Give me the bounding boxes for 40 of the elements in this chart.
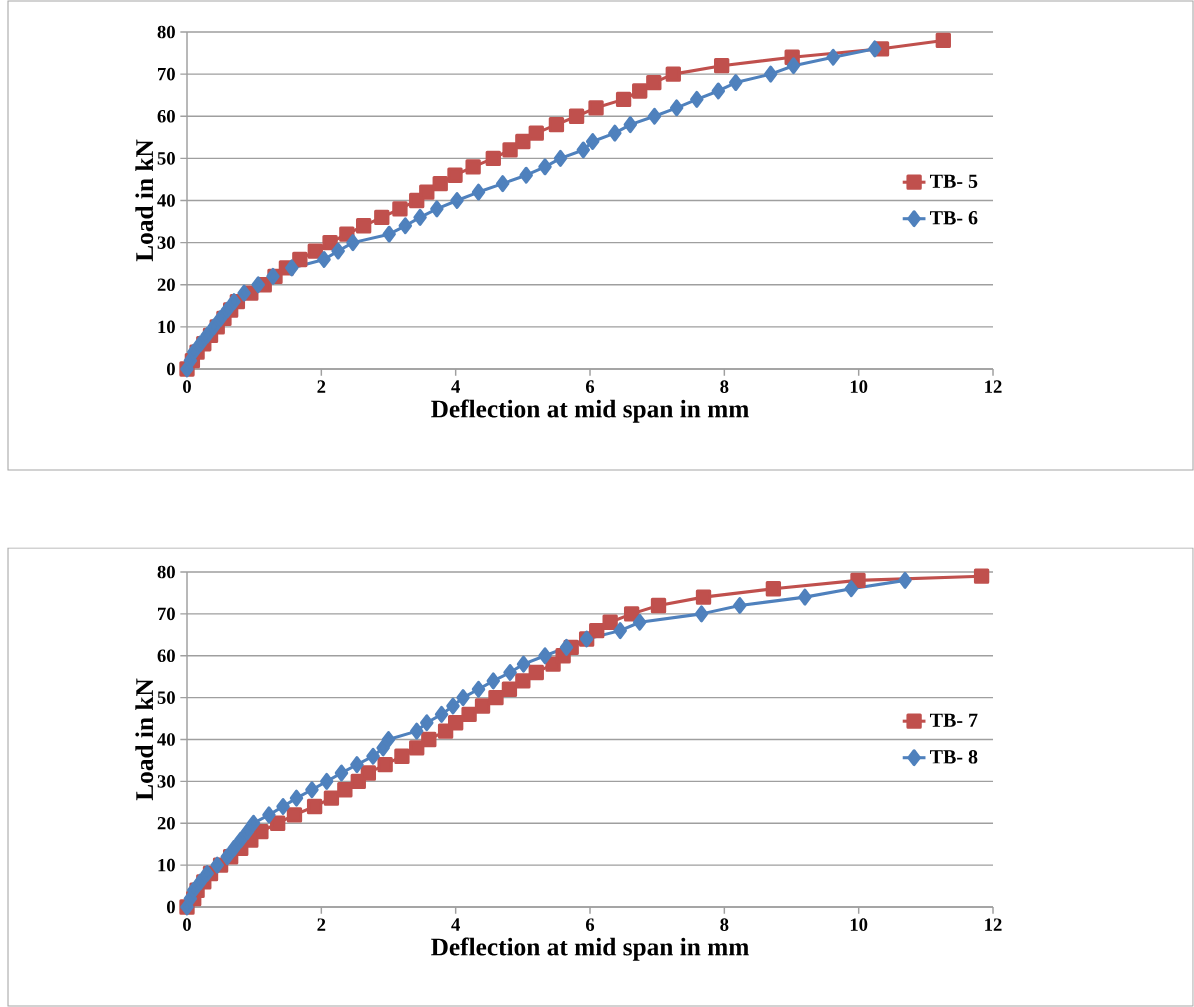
x-tick-label: 8 bbox=[720, 918, 729, 931]
legend-label: TB- 5 bbox=[930, 174, 978, 188]
x-axis-title: Deflection at mid span in mm bbox=[431, 937, 749, 961]
y-tick-label: 50 bbox=[157, 152, 175, 165]
y-tick-label: 10 bbox=[158, 858, 175, 872]
y-tick-label: 0 bbox=[167, 362, 175, 376]
x-tick-label: 6 bbox=[585, 918, 595, 931]
y-axis-title: Load in kN bbox=[135, 678, 154, 801]
x-tick-label: 4 bbox=[451, 380, 460, 393]
legend-label: TB- 7 bbox=[930, 713, 978, 727]
y-tick-label: 70 bbox=[158, 607, 175, 621]
y-tick-label: 20 bbox=[157, 816, 175, 830]
legend-label: TB- 6 bbox=[930, 211, 978, 225]
x-tick-label: 6 bbox=[585, 380, 595, 393]
x-tick-label: 8 bbox=[720, 380, 729, 393]
x-tick-label: 0 bbox=[183, 380, 191, 393]
y-axis-title: Load in kN bbox=[135, 139, 154, 262]
x-tick-label: 10 bbox=[850, 918, 868, 931]
y-tick-label: 60 bbox=[157, 649, 175, 663]
y-tick-label: 80 bbox=[157, 25, 175, 39]
y-tick-label: 10 bbox=[158, 320, 175, 334]
x-tick-label: 10 bbox=[850, 380, 868, 393]
x-tick-label: 0 bbox=[183, 918, 191, 931]
y-tick-label: 0 bbox=[167, 900, 175, 914]
y-tick-label: 60 bbox=[157, 109, 175, 123]
x-tick-label: 2 bbox=[317, 918, 326, 931]
legend-label: TB- 8 bbox=[930, 750, 978, 764]
x-tick-label: 4 bbox=[451, 918, 460, 931]
y-tick-label: 30 bbox=[157, 236, 175, 249]
y-tick-label: 70 bbox=[158, 67, 175, 81]
y-tick-label: 30 bbox=[157, 775, 175, 788]
y-tick-label: 50 bbox=[157, 691, 175, 704]
y-tick-label: 80 bbox=[157, 565, 175, 579]
x-tick-label: 12 bbox=[985, 918, 1002, 931]
y-tick-label: 40 bbox=[157, 194, 175, 207]
y-tick-label: 40 bbox=[157, 733, 175, 746]
x-axis-title: Deflection at mid span in mm bbox=[431, 399, 749, 423]
x-tick-label: 12 bbox=[985, 380, 1002, 393]
y-tick-label: 20 bbox=[157, 278, 175, 292]
x-tick-label: 2 bbox=[317, 380, 326, 393]
